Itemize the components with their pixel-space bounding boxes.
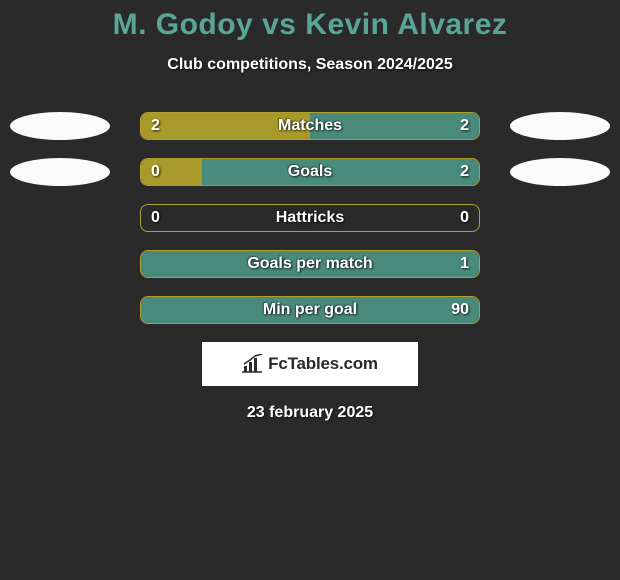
avatar-spacer bbox=[510, 204, 610, 232]
player-avatar-right bbox=[510, 158, 610, 186]
avatar-spacer bbox=[510, 250, 610, 278]
stat-bar: 02Goals bbox=[140, 158, 480, 186]
stat-bar: 90Min per goal bbox=[140, 296, 480, 324]
stat-label: Hattricks bbox=[141, 205, 479, 231]
avatar-spacer bbox=[10, 204, 110, 232]
stat-row: 02Goals bbox=[0, 158, 620, 186]
stat-label: Matches bbox=[141, 113, 479, 139]
player-avatar-left bbox=[10, 112, 110, 140]
stat-label: Min per goal bbox=[141, 297, 479, 323]
subtitle: Club competitions, Season 2024/2025 bbox=[0, 56, 620, 74]
stat-bar: 1Goals per match bbox=[140, 250, 480, 278]
stat-label: Goals per match bbox=[141, 251, 479, 277]
chart-icon bbox=[242, 354, 264, 374]
source-logo-text: FcTables.com bbox=[268, 354, 378, 374]
snapshot-date: 23 february 2025 bbox=[0, 404, 620, 422]
avatar-spacer bbox=[10, 296, 110, 324]
stat-label: Goals bbox=[141, 159, 479, 185]
stat-row: 1Goals per match bbox=[0, 250, 620, 278]
stat-bar: 00Hattricks bbox=[140, 204, 480, 232]
page-title: M. Godoy vs Kevin Alvarez bbox=[0, 8, 620, 42]
avatar-spacer bbox=[510, 296, 610, 324]
stats-rows: 22Matches 02Goals 00Hattricks 1Goals per ma… bbox=[0, 112, 620, 324]
stat-row: 22Matches bbox=[0, 112, 620, 140]
comparison-infographic: M. Godoy vs Kevin Alvarez Club competiti… bbox=[0, 0, 620, 422]
stat-row: 00Hattricks bbox=[0, 204, 620, 232]
stat-row: 90Min per goal bbox=[0, 296, 620, 324]
stat-bar: 22Matches bbox=[140, 112, 480, 140]
source-logo: FcTables.com bbox=[202, 342, 418, 386]
player-avatar-right bbox=[510, 112, 610, 140]
avatar-spacer bbox=[10, 250, 110, 278]
player-avatar-left bbox=[10, 158, 110, 186]
